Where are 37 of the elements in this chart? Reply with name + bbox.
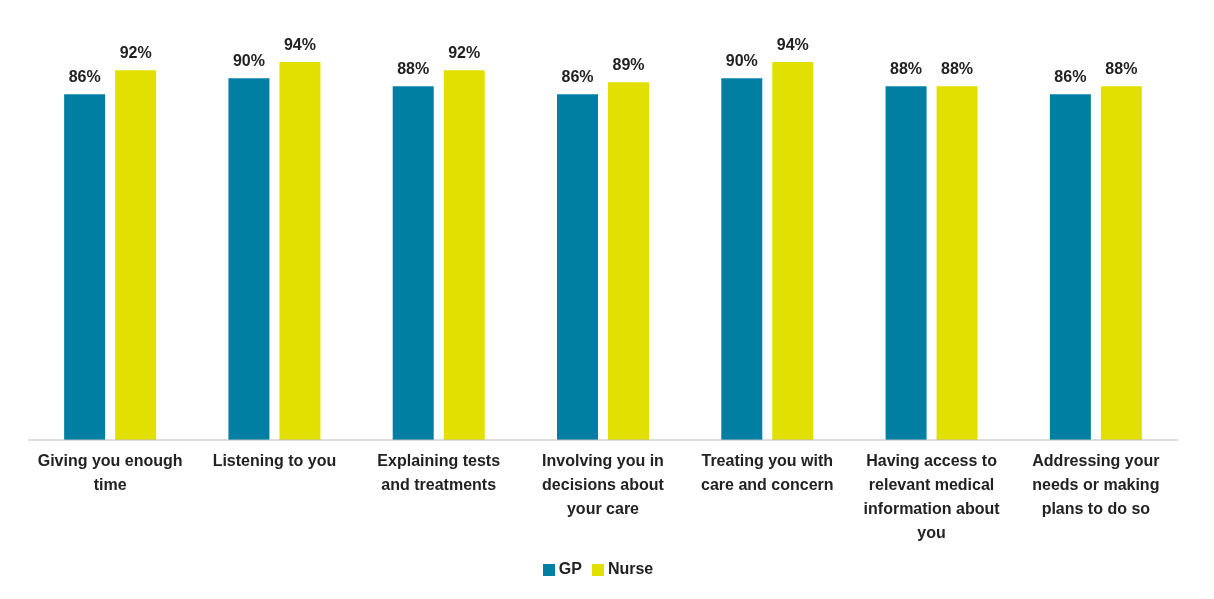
legend-label: GP: [558, 560, 582, 577]
x-tick-label: Giving you enough time: [37, 452, 183, 493]
data-label: 89%: [612, 56, 645, 74]
data-label: 88%: [1105, 60, 1138, 78]
data-label: 86%: [68, 68, 101, 86]
x-tick-label: Involving you in decisions about your care: [542, 452, 665, 517]
data-label: 86%: [1054, 68, 1087, 86]
bar: [279, 62, 321, 440]
data-label: 92%: [119, 44, 152, 62]
legend-label: Nurse: [607, 560, 654, 577]
bar: [392, 86, 434, 440]
data-label: 86%: [561, 68, 594, 86]
x-tick-label: Having access to relevant medical information about you: [863, 452, 1001, 541]
data-label: 90%: [232, 52, 265, 70]
x-tick-label: Treating you with care and concern: [701, 452, 834, 493]
bar: [936, 86, 978, 440]
bar: [443, 70, 485, 440]
data-label: 88%: [941, 60, 974, 78]
bar: [721, 78, 763, 440]
bar: [64, 94, 106, 440]
data-label: 88%: [890, 60, 923, 78]
data-label: 88%: [397, 60, 430, 78]
bar: [228, 78, 270, 440]
bar: [557, 94, 598, 440]
data-label: 90%: [725, 52, 758, 70]
bar: [772, 62, 814, 440]
data-label: 94%: [776, 36, 809, 54]
bar: [608, 82, 649, 440]
x-tick-label: Explaining tests and treatments: [377, 452, 501, 493]
data-label: 92%: [448, 44, 481, 62]
bar: [115, 70, 157, 440]
x-tick-label: Listening to you: [212, 452, 337, 469]
bar: [1049, 94, 1091, 440]
bar: [1100, 86, 1142, 440]
data-label: 94%: [283, 36, 316, 54]
x-tick-label: Addressing your needs or making plans to do so: [1032, 452, 1160, 517]
bar: [885, 86, 927, 440]
